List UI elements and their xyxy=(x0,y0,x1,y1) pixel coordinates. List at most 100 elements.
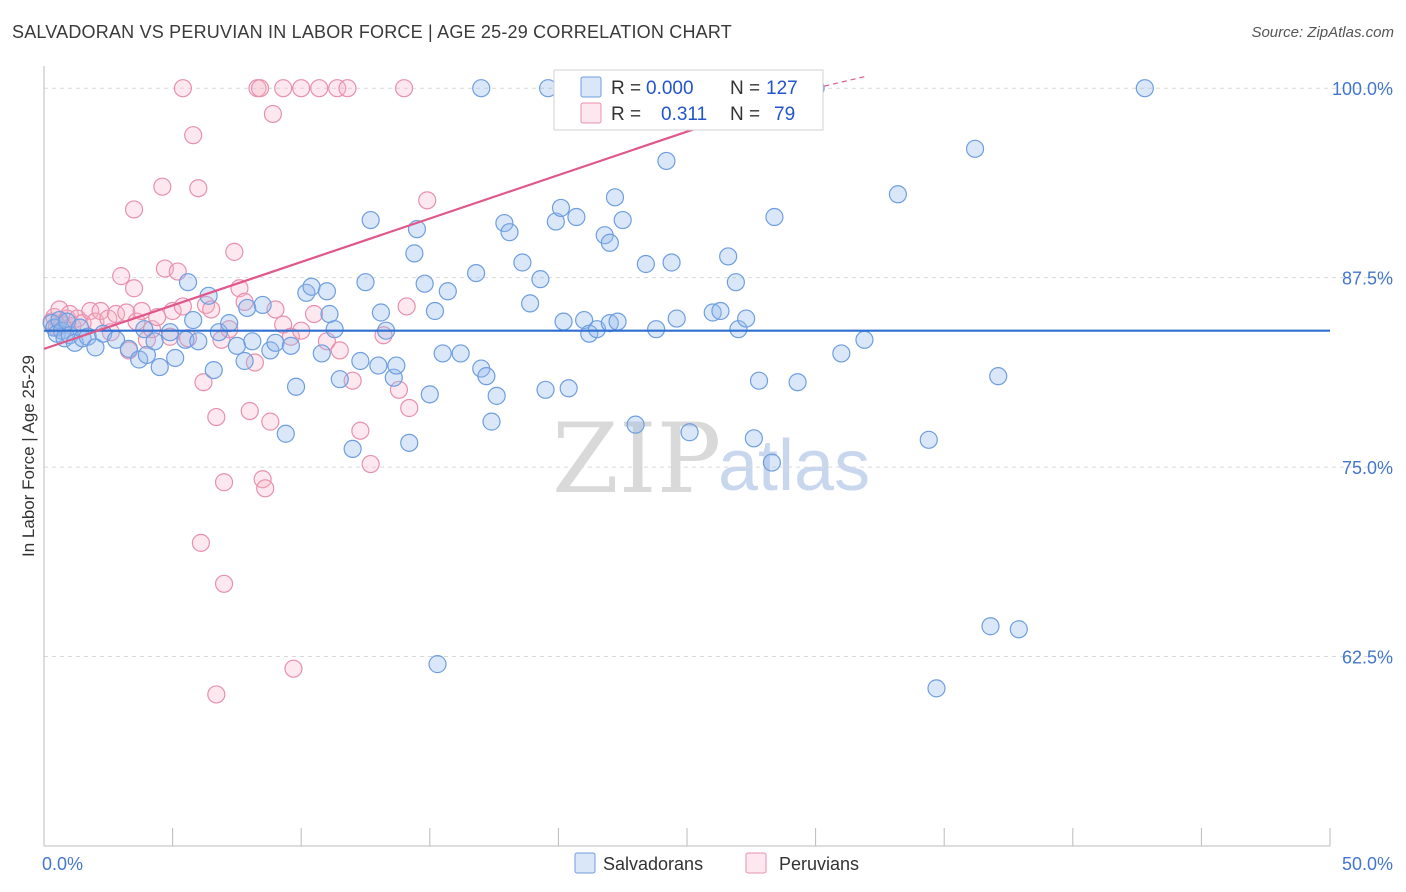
peruvian-point xyxy=(173,79,192,98)
salvadoran-point xyxy=(1135,79,1154,98)
salvadoran-point xyxy=(626,415,645,434)
salvadoran-point xyxy=(608,312,627,331)
legend-r-label-salvadorans: R = xyxy=(611,78,641,99)
salvadoran-point xyxy=(433,344,452,363)
y-tick-labels: 62.5% 75.0% 87.5% 100.0% xyxy=(1332,79,1393,667)
salvadoran-point xyxy=(657,151,676,171)
peruvian-trend-line xyxy=(43,87,816,350)
peruvian-point xyxy=(261,412,280,431)
chart-title: SALVADORAN VS PERUVIAN IN LABOR FORCE | … xyxy=(12,22,732,42)
y-tick-label: 87.5% xyxy=(1342,269,1393,289)
legend-swatch-salvadorans xyxy=(580,76,602,98)
peruvian-point xyxy=(189,179,208,198)
salvadoran-point xyxy=(559,379,578,398)
watermark-atlas: atlas xyxy=(718,426,870,506)
salvadoran-point xyxy=(531,270,550,289)
salvadoran-point xyxy=(451,344,470,363)
salvadoran-point xyxy=(238,298,257,318)
salvadoran-point xyxy=(989,367,1008,386)
peruvian-point xyxy=(361,454,380,474)
peruvian-point xyxy=(328,79,347,98)
salvadoran-point xyxy=(253,295,272,315)
source-label: Source: ZipAtlas.com xyxy=(1251,24,1394,41)
peruvian-point xyxy=(207,685,226,704)
salvadoran-point xyxy=(438,282,457,301)
salvadoran-point xyxy=(286,377,306,396)
salvadoran-point xyxy=(276,424,295,443)
salvadoran-point xyxy=(521,294,540,313)
salvadoran-point xyxy=(86,338,105,357)
salvadoran-point xyxy=(281,336,301,355)
salvadoran-point xyxy=(466,263,486,283)
salvadoran-point xyxy=(325,320,344,339)
peruvian-point xyxy=(330,341,349,360)
axes xyxy=(43,66,1331,847)
salvadoran-point xyxy=(567,207,586,227)
salvadoran-point xyxy=(726,273,745,292)
salvadoran-point xyxy=(513,253,532,272)
bottom-legend-swatch-salvadorans xyxy=(574,852,596,874)
peruvian-point xyxy=(173,297,192,316)
peruvian-point xyxy=(91,301,110,321)
salvadoran-point xyxy=(495,213,514,233)
salvadoran-point xyxy=(500,223,519,242)
salvadoran-point xyxy=(575,310,594,330)
salvadoran-point xyxy=(605,188,625,207)
salvadoran-point xyxy=(647,320,666,339)
y-tick-label: 100.0% xyxy=(1332,79,1393,99)
x-tick-label-max: 50.0% xyxy=(1342,854,1393,874)
bottom-legend-label-peruvians: Peruvians xyxy=(779,854,859,874)
salvadoran-point xyxy=(425,301,445,321)
peruvian-point xyxy=(214,473,234,492)
salvadoran-point xyxy=(551,198,571,218)
peruvian-point xyxy=(284,659,303,678)
salvadoran-point xyxy=(415,274,434,293)
peruvian-point xyxy=(397,297,416,316)
salvadoran-point xyxy=(737,309,756,328)
salvadoran-point xyxy=(554,312,573,331)
salvadoran-point xyxy=(788,373,807,392)
salvadoran-point xyxy=(765,207,784,227)
peruvian-point xyxy=(274,79,293,98)
salvadoran-point xyxy=(662,253,681,272)
salvadoran-point xyxy=(204,360,223,380)
salvadoran-point xyxy=(356,273,375,292)
peruvian-point xyxy=(191,533,210,552)
salvadoran-point xyxy=(369,356,388,375)
salvadoran-point xyxy=(405,244,424,263)
salvadoran-point xyxy=(487,386,506,405)
salvadoran-point xyxy=(150,357,169,377)
peruvian-point xyxy=(338,79,357,98)
salvadoran-point xyxy=(302,277,321,296)
peruvian-point xyxy=(81,301,100,321)
peruvian-point xyxy=(153,177,172,196)
salvadoran-point xyxy=(387,356,406,375)
salvadoran-point xyxy=(189,332,208,351)
salvadoran-point xyxy=(235,351,254,371)
salvadoran-point xyxy=(135,320,154,339)
salvadoran-point xyxy=(965,139,985,158)
salvadoran-point xyxy=(184,310,203,330)
salvadoran-point xyxy=(749,371,769,390)
salvadoran-point xyxy=(428,655,447,674)
salvadoran-point xyxy=(477,367,496,386)
salvadoran-point xyxy=(919,430,938,449)
peruvian-point xyxy=(240,401,259,421)
peruvian-point xyxy=(292,79,311,98)
peruvian-point xyxy=(214,574,234,593)
trend-lines xyxy=(43,75,1330,350)
salvadoran-point xyxy=(317,282,337,301)
salvadoran-point xyxy=(166,348,185,368)
legend-r-label-peruvians: R = xyxy=(611,104,641,125)
salvadoran-points xyxy=(42,79,1154,698)
x-tick-label-min: 0.0% xyxy=(42,854,83,874)
salvadoran-point xyxy=(351,351,370,371)
salvadoran-point xyxy=(762,453,781,472)
peruvian-point xyxy=(194,373,213,392)
bottom-legend-label-salvadorans: Salvadorans xyxy=(603,854,703,874)
salvadoran-point xyxy=(137,345,156,365)
salvadoran-point xyxy=(320,304,339,324)
legend-n-label-peruvians: N = xyxy=(730,104,760,125)
legend-swatch-peruvians xyxy=(580,102,602,124)
